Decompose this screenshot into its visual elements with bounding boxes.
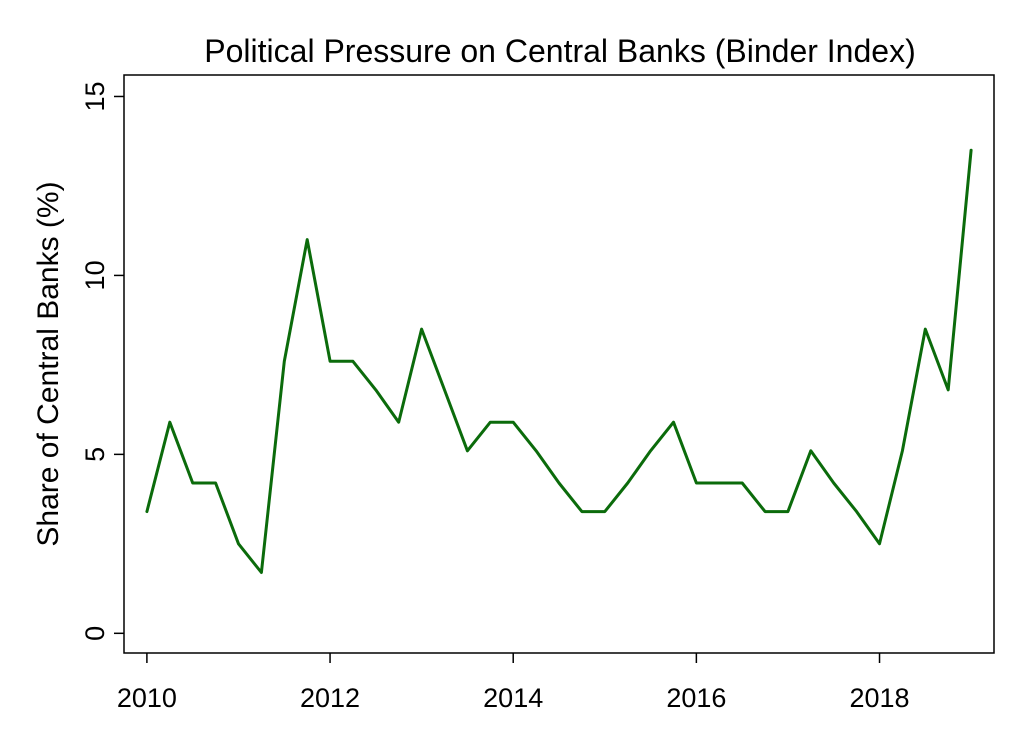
- series-layer: [145, 148, 973, 574]
- y-tick-label: 10: [80, 260, 110, 290]
- plot-area-frame: [123, 74, 995, 654]
- x-tick-label: 2016: [666, 683, 726, 713]
- y-axis-label: Share of Central Banks (%): [32, 181, 65, 546]
- x-tick-label: 2012: [300, 683, 360, 713]
- y-tick-label: 15: [80, 81, 110, 111]
- x-axis: 2010 2012 2014 2016 2018: [117, 653, 910, 713]
- x-tick-label: 2010: [117, 683, 177, 713]
- chart-title: Political Pressure on Central Banks (Bin…: [204, 33, 915, 69]
- x-tick-label: 2018: [849, 683, 909, 713]
- series-line: [145, 148, 973, 574]
- y-axis: 0 5 10 15: [80, 81, 124, 641]
- x-tick-label: 2014: [483, 683, 543, 713]
- y-tick-label: 0: [80, 626, 110, 641]
- y-tick-label: 5: [80, 447, 110, 462]
